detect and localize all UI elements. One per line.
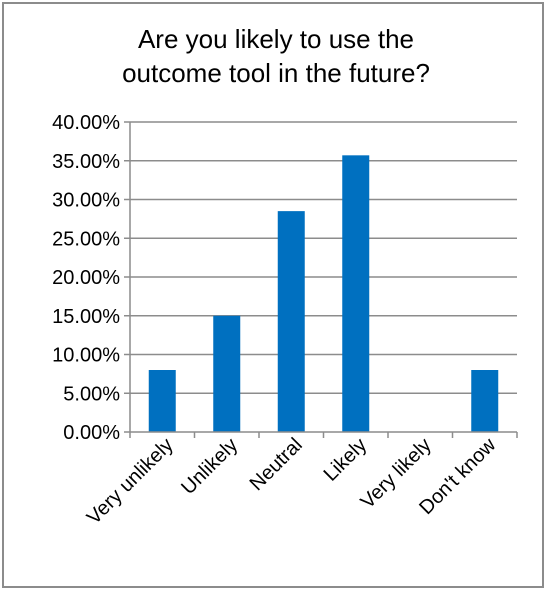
y-tick-label: 35.00% <box>52 151 120 173</box>
y-axis-ticks: 0.00% 5.00% 10.00% 15.00% 20.00% 25.00% 30.00%… <box>52 112 130 444</box>
bar-2 <box>277 211 305 432</box>
gridlines <box>130 121 517 394</box>
y-tick-label: 10.00% <box>52 345 120 367</box>
y-tick-label: 15.00% <box>52 306 120 328</box>
bar-3 <box>342 155 370 432</box>
chart-title-line-1: Are you likely to use the <box>138 24 414 54</box>
y-tick-label: 0.00% <box>63 422 120 444</box>
x-tick-label: Likely <box>320 434 372 486</box>
bar-0 <box>148 370 176 432</box>
y-tick-label: 20.00% <box>52 267 120 289</box>
y-tick-label: 25.00% <box>52 228 120 250</box>
y-tick-label: 30.00% <box>52 190 120 212</box>
bar-5 <box>471 370 499 432</box>
x-tick-label: Unlikely <box>177 434 242 499</box>
x-tick-label: Very unlikely <box>83 434 178 529</box>
y-tick-label: 40.00% <box>52 112 120 134</box>
x-tick-label: Neutral <box>246 434 307 495</box>
axes <box>129 122 518 438</box>
bars <box>148 155 499 432</box>
chart-title-line-2: outcome tool in the future? <box>122 58 430 88</box>
y-tick-label: 5.00% <box>63 383 120 405</box>
bar-1 <box>213 315 241 432</box>
